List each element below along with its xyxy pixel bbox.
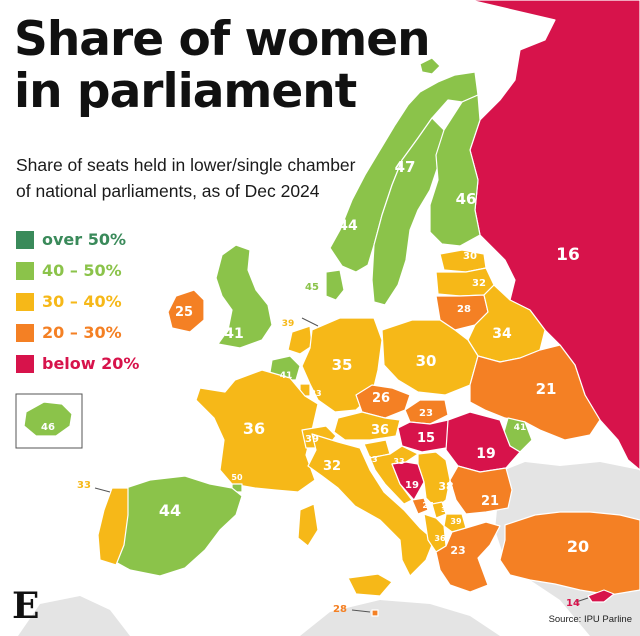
value-label: 21 bbox=[536, 380, 557, 398]
country-shape bbox=[325, 269, 345, 301]
value-label: 44 bbox=[338, 218, 358, 234]
country-shapes bbox=[23, 0, 640, 617]
value-label: 39 bbox=[305, 434, 319, 445]
value-label: 14 bbox=[566, 598, 580, 609]
value-label: 32 bbox=[472, 278, 486, 289]
value-label: 28 bbox=[333, 604, 347, 615]
country-shape bbox=[469, 344, 601, 441]
country-shape bbox=[111, 475, 243, 577]
value-label: 30 bbox=[416, 352, 437, 370]
country-shape bbox=[167, 289, 205, 333]
country-shape bbox=[23, 401, 73, 437]
country-shape bbox=[215, 244, 273, 349]
value-label: 33 bbox=[393, 457, 404, 466]
value-label: 41 bbox=[280, 371, 293, 381]
page-title: Share of women in parliament bbox=[14, 12, 431, 119]
value-label: 30 bbox=[463, 251, 477, 262]
legend-label: 20 – 30% bbox=[42, 323, 122, 342]
legend-label: 40 – 50% bbox=[42, 261, 122, 280]
legend-swatch bbox=[16, 293, 34, 311]
value-label: 36 bbox=[434, 534, 446, 543]
country-shape bbox=[371, 117, 445, 306]
country-shape bbox=[287, 325, 313, 355]
value-label: 26 bbox=[372, 391, 390, 406]
publisher-logo: E bbox=[12, 585, 40, 627]
legend-swatch bbox=[16, 262, 34, 280]
country-shape bbox=[419, 57, 441, 75]
callout-lines bbox=[94, 317, 589, 613]
value-label: 41 bbox=[224, 326, 243, 342]
country-shape bbox=[435, 521, 501, 593]
country-shape bbox=[445, 411, 521, 473]
value-label: 38 bbox=[438, 480, 453, 493]
value-label: 33 bbox=[366, 455, 377, 464]
title-line-1: Share of women bbox=[14, 12, 431, 67]
legend-swatch bbox=[16, 231, 34, 249]
country-shape bbox=[347, 573, 393, 597]
value-label: 28 bbox=[457, 304, 471, 315]
country-shape bbox=[333, 411, 401, 441]
country-shape bbox=[195, 369, 319, 493]
country-shape bbox=[469, 0, 640, 471]
value-label: 27 bbox=[422, 501, 433, 510]
value-label: 23 bbox=[450, 544, 465, 557]
country-shape bbox=[449, 465, 513, 515]
country-shape bbox=[301, 317, 383, 413]
value-label: 44 bbox=[159, 501, 181, 520]
value-label: 32 bbox=[323, 459, 341, 474]
value-label: 25 bbox=[175, 305, 193, 320]
country-shape bbox=[97, 487, 129, 566]
value-label: 33 bbox=[310, 389, 321, 398]
value-label: 23 bbox=[419, 408, 433, 419]
legend-label: below 20% bbox=[42, 354, 140, 373]
value-label: 36 bbox=[371, 423, 389, 438]
value-label: 19 bbox=[476, 446, 495, 462]
value-label: 19 bbox=[405, 480, 419, 491]
subtitle-line-1: Share of seats held in lower/single cham… bbox=[16, 155, 356, 175]
value-label: 39 bbox=[282, 319, 295, 329]
value-label: 47 bbox=[395, 158, 416, 176]
value-label: 45 bbox=[305, 282, 319, 293]
country-shape bbox=[371, 609, 379, 617]
country-shape bbox=[587, 589, 615, 603]
value-label: 41 bbox=[514, 423, 527, 433]
subtitle-line-2: of national parliaments, as of Dec 2024 bbox=[16, 181, 320, 201]
value-label: 34 bbox=[492, 326, 512, 342]
value-label: 21 bbox=[481, 494, 499, 509]
iceland-inset-frame bbox=[15, 393, 83, 449]
country-shape bbox=[429, 94, 481, 247]
subtitle: Share of seats held in lower/single cham… bbox=[16, 152, 356, 204]
country-shape bbox=[411, 497, 429, 515]
value-label: 46 bbox=[456, 190, 477, 208]
country-shape bbox=[297, 503, 319, 547]
value-label: 16 bbox=[556, 245, 580, 265]
value-label: 46 bbox=[41, 422, 55, 433]
value-label: 20 bbox=[567, 537, 589, 556]
value-label: 15 bbox=[417, 431, 435, 446]
value-label: 33 bbox=[441, 506, 451, 514]
value-label: 39 bbox=[450, 517, 462, 526]
country-shape bbox=[307, 433, 435, 577]
value-label: 33 bbox=[77, 480, 91, 491]
legend-label: 30 – 40% bbox=[42, 292, 122, 311]
legend-swatch bbox=[16, 355, 34, 373]
legend-swatch bbox=[16, 324, 34, 342]
value-label: 35 bbox=[332, 356, 353, 374]
legend-label: over 50% bbox=[42, 230, 127, 249]
source-note: Source: IPU Parline bbox=[548, 614, 632, 625]
title-line-2: in parliament bbox=[14, 64, 357, 119]
value-label: 50 bbox=[231, 473, 243, 482]
value-label: 36 bbox=[243, 419, 265, 438]
value-labels: 16 47 44 46 30 32 28 34 45 41 25 46 39 41 33 35 30 21 26 23… bbox=[41, 158, 589, 615]
